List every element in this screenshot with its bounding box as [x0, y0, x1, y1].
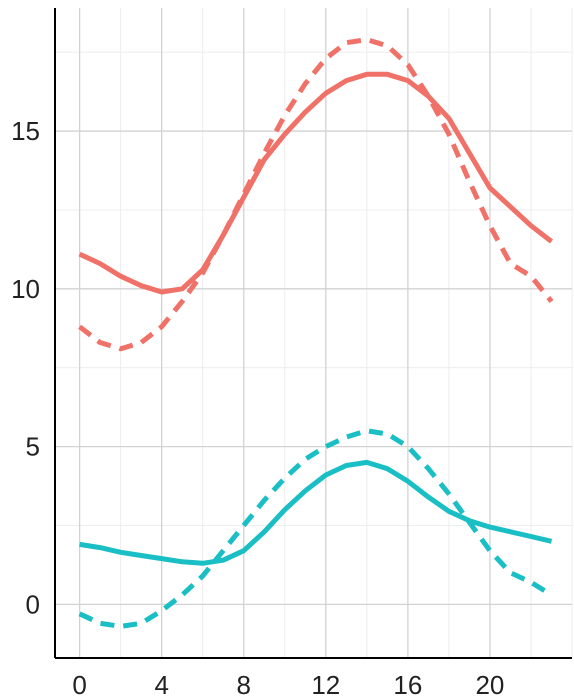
x-tick-label: 4 [154, 670, 168, 700]
grid [55, 8, 573, 658]
y-tick-label: 5 [26, 432, 40, 462]
series-line-2 [78, 37, 554, 352]
y-tick-label: 10 [11, 274, 40, 304]
x-tick-label: 12 [311, 670, 340, 700]
series-group [78, 37, 554, 629]
x-tick-label: 16 [393, 670, 422, 700]
x-tick-label: 20 [475, 670, 504, 700]
series-line-1 [78, 71, 554, 295]
y-tick-label: 15 [11, 116, 40, 146]
series-line-4 [78, 428, 553, 629]
tick-labels: 0 4 8 12 16 20 0 5 10 15 [11, 116, 504, 700]
plot-background [55, 8, 572, 658]
series-line-3 [79, 459, 553, 566]
x-tick-label: 8 [237, 670, 251, 700]
x-tick-label: 0 [72, 670, 86, 700]
axes [54, 8, 572, 659]
y-tick-label: 0 [26, 589, 40, 619]
